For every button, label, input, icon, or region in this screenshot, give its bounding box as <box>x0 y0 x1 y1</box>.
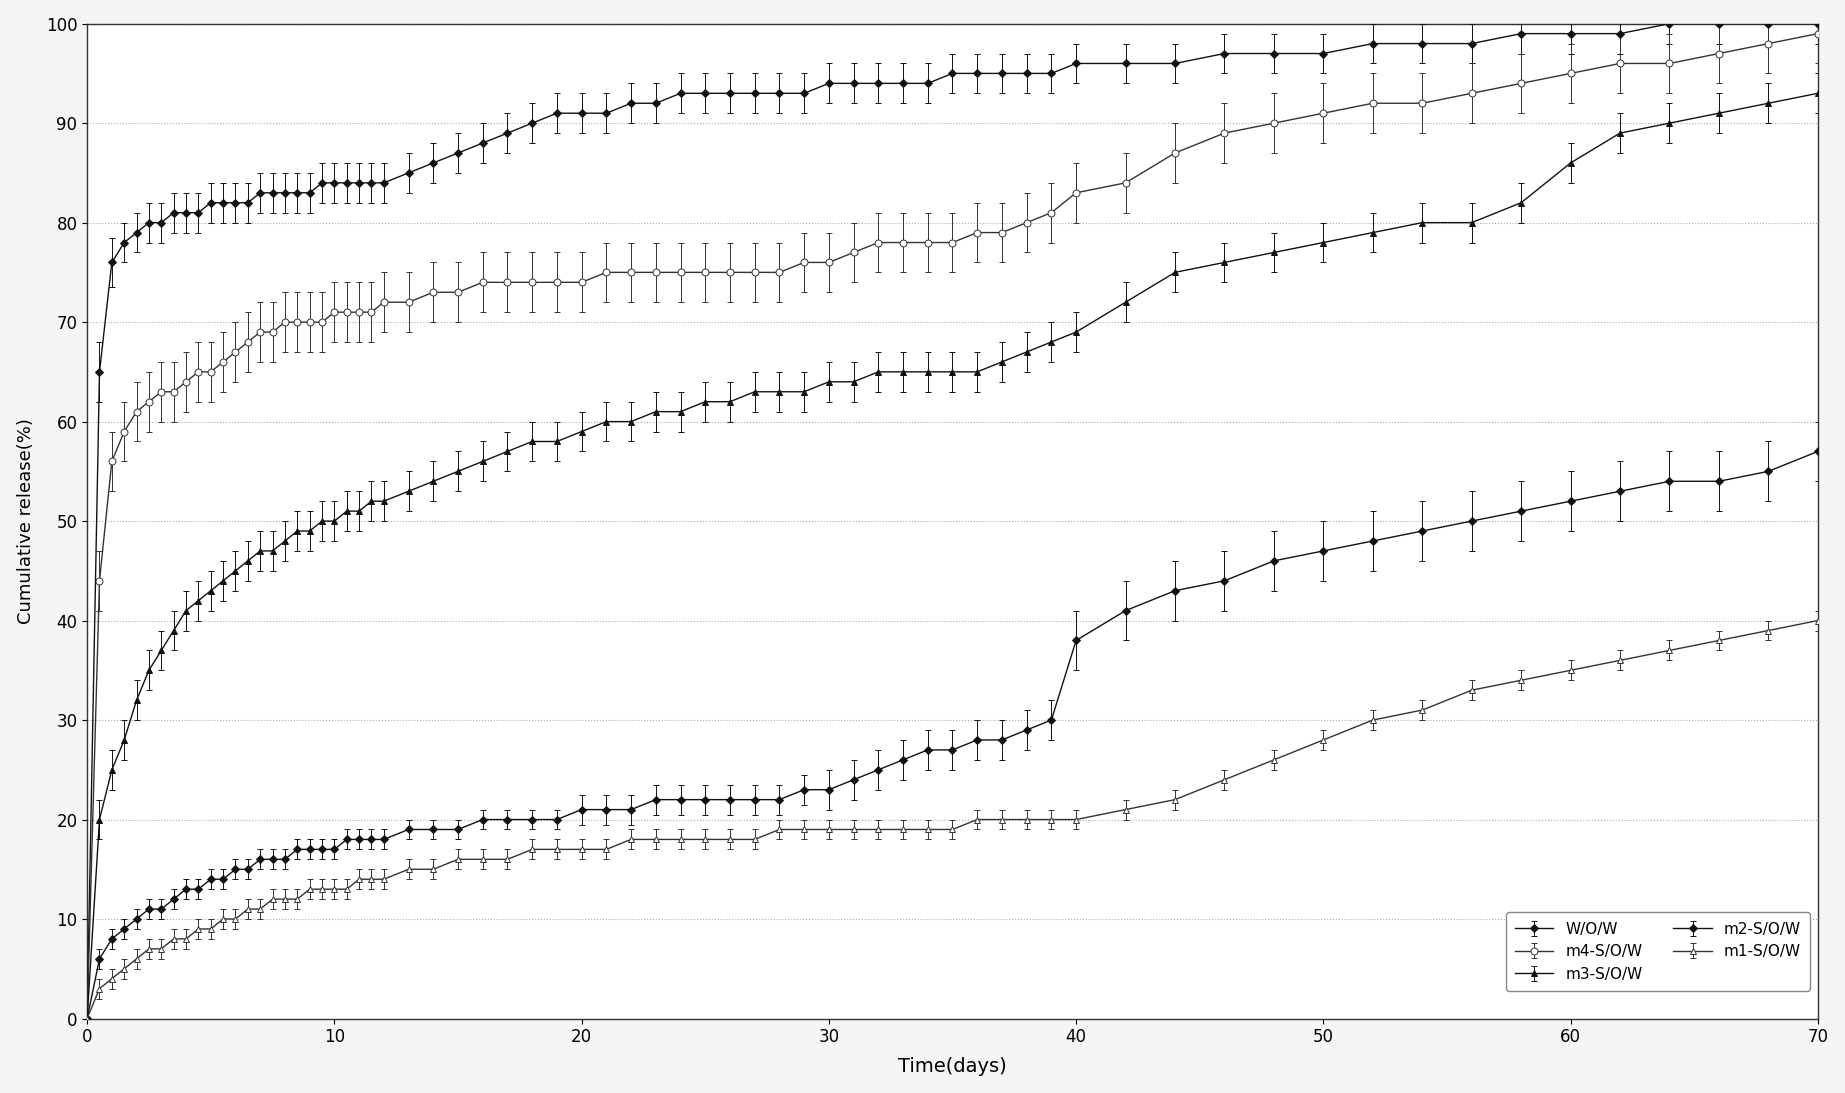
Legend: W/O/W, m4-S/O/W, m3-S/O/W, m2-S/O/W, m1-S/O/W: W/O/W, m4-S/O/W, m3-S/O/W, m2-S/O/W, m1-… <box>1506 913 1810 991</box>
X-axis label: Time(days): Time(days) <box>899 1057 1007 1077</box>
Y-axis label: Cumulative release(%): Cumulative release(%) <box>17 419 35 624</box>
